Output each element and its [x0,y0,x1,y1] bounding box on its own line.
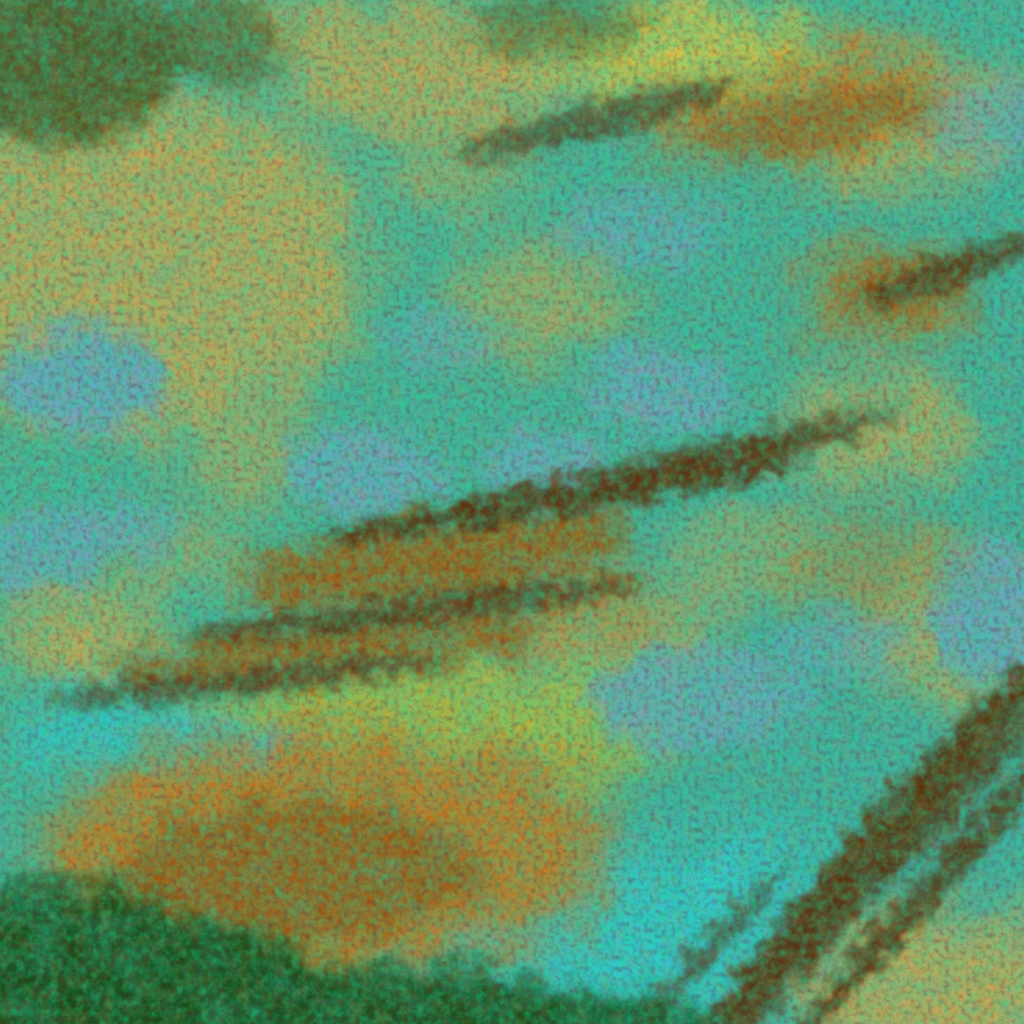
dark-speckle-overlay [0,0,1024,1024]
satellite-texture-canvas [0,0,1024,1024]
false-color-satellite-image [0,0,1024,1024]
